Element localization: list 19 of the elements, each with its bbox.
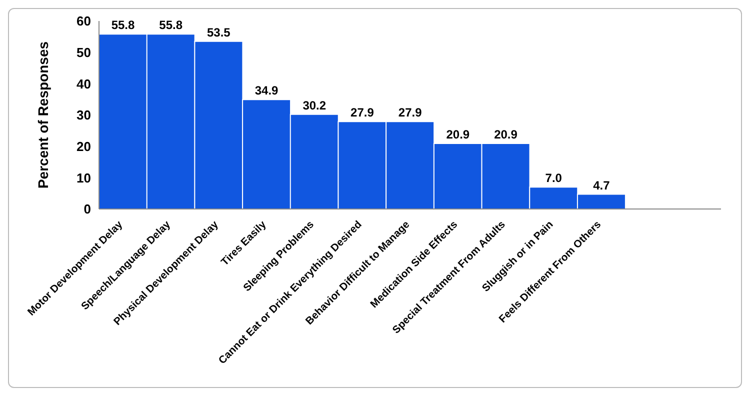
y-tick-label: 60: [76, 14, 91, 29]
y-tick-label: 50: [76, 44, 91, 60]
data-label: 20.9: [446, 128, 470, 142]
y-tick-label: 0: [84, 202, 91, 217]
data-label: 34.9: [254, 84, 279, 98]
data-label: 55.8: [159, 18, 183, 32]
y-tick-label: 30: [76, 108, 91, 123]
y-tick-label: 40: [76, 76, 91, 92]
data-label: 27.9: [350, 106, 374, 120]
data-label: 53.5: [207, 25, 231, 40]
data-label: 20.9: [494, 128, 518, 142]
y-tick-label: 20: [76, 138, 91, 154]
y-tick-label: 10: [76, 170, 91, 186]
data-label: 4.7: [593, 178, 610, 192]
y-axis-title: Percent of Responses: [34, 41, 51, 189]
data-label: 7.0: [545, 171, 562, 186]
data-label: 27.9: [398, 106, 422, 120]
data-label: 30.2: [302, 98, 326, 112]
data-label: 55.8: [111, 18, 135, 32]
